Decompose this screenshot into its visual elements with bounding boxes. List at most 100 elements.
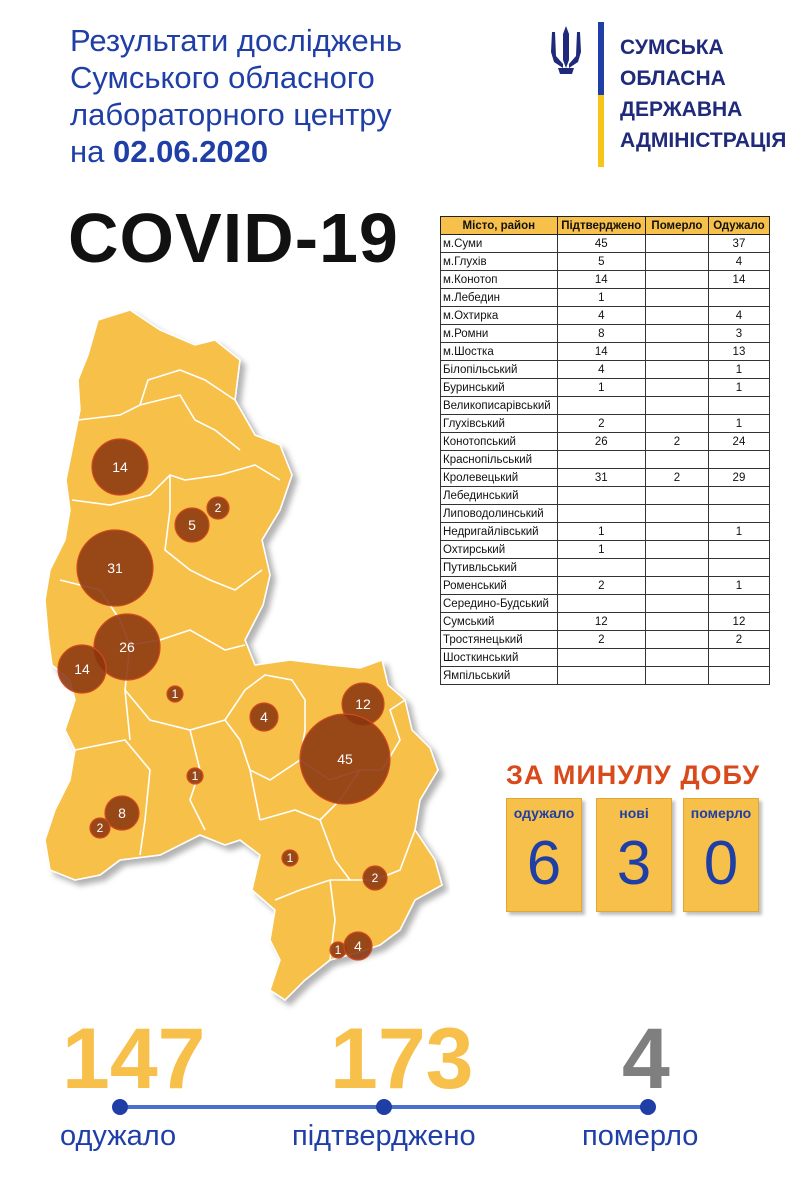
cell-died: [644, 306, 709, 325]
daily-card-died: померло 0: [683, 798, 759, 912]
cell-city: м.Охтирка: [440, 306, 558, 325]
cell-confirmed: [556, 558, 646, 577]
case-marker-label: 2: [97, 821, 104, 835]
case-marker-label: 2: [372, 871, 379, 885]
table-row: Конотопський 26 2 24: [440, 432, 771, 451]
table-row: Краснопільський: [440, 450, 771, 469]
case-marker-label: 14: [112, 459, 128, 475]
cell-died: [644, 612, 709, 631]
cell-died: [644, 450, 709, 469]
cell-recovered: 24: [707, 432, 771, 451]
org-line-2: ОБЛАСНА: [620, 67, 726, 90]
table-row: Шосткинський: [440, 648, 771, 667]
case-marker: [362, 865, 388, 891]
cell-recovered: [707, 540, 771, 559]
cell-died: [644, 522, 709, 541]
case-marker-label: 1: [192, 769, 199, 783]
cell-recovered: 13: [707, 342, 771, 361]
daily-card-recovered: одужало 6: [506, 798, 582, 912]
cell-confirmed: 8: [556, 324, 646, 343]
cell-city: Недригайлівський: [440, 522, 558, 541]
cell-died: [644, 504, 709, 523]
cell-confirmed: 1: [556, 540, 646, 559]
cell-died: 2: [644, 468, 709, 487]
timeline-dot-confirmed: [376, 1099, 392, 1115]
header-city: Місто, район: [440, 216, 558, 235]
cell-died: [644, 342, 709, 361]
cell-recovered: [707, 450, 771, 469]
table-row: Роменський 2 1: [440, 576, 771, 595]
cell-confirmed: 2: [556, 630, 646, 649]
cell-confirmed: 1: [556, 378, 646, 397]
district-table: Місто, район Підтверджено Померло Одужал…: [440, 216, 771, 685]
cell-died: [644, 414, 709, 433]
case-marker: [104, 795, 140, 831]
table-row: м.Суми 45 37: [440, 234, 771, 253]
administration-logo: СУМСЬКА ОБЛАСНА ДЕРЖАВНА АДМІНІСТРАЦІЯ: [548, 22, 788, 172]
cell-confirmed: 2: [556, 576, 646, 595]
total-confirmed-label: підтверджено: [292, 1120, 476, 1152]
cell-recovered: [707, 594, 771, 613]
cell-died: [644, 576, 709, 595]
cell-died: [644, 234, 709, 253]
disease-title: COVID-19: [68, 199, 399, 277]
cell-died: [644, 252, 709, 271]
daily-new-value: 3: [616, 829, 652, 898]
cell-recovered: [707, 666, 771, 685]
cell-city: Конотопський: [440, 432, 558, 451]
case-marker-label: 1: [287, 851, 294, 865]
cell-died: [644, 666, 709, 685]
case-marker-label: 1: [335, 943, 342, 957]
cell-recovered: 2: [707, 630, 771, 649]
table-row: Ямпільський: [440, 666, 771, 685]
cell-recovered: [707, 558, 771, 577]
case-marker-label: 4: [260, 709, 268, 725]
total-confirmed-value: 173: [330, 1011, 474, 1107]
total-died-value: 4: [622, 1011, 670, 1107]
cell-city: Буринський: [440, 378, 558, 397]
title-date-line: на 02.06.2020: [70, 133, 490, 170]
header-died: Померло: [644, 216, 709, 235]
case-marker: [76, 529, 154, 607]
case-marker-label: 45: [337, 751, 353, 767]
total-recovered-label: одужало: [60, 1120, 177, 1152]
cell-confirmed: 45: [556, 234, 646, 253]
cell-recovered: [707, 648, 771, 667]
report-date: 02.06.2020: [113, 134, 269, 169]
organization-name: СУМСЬКА ОБЛАСНА ДЕРЖАВНА АДМІНІСТРАЦІЯ: [620, 32, 786, 156]
cell-recovered: [707, 288, 771, 307]
cell-confirmed: 12: [556, 612, 646, 631]
cell-died: [644, 396, 709, 415]
flag-bar: [598, 22, 604, 167]
timeline-dot-died: [640, 1099, 656, 1115]
cell-recovered: 12: [707, 612, 771, 631]
cell-city: Шосткинський: [440, 648, 558, 667]
cell-city: Сумський: [440, 612, 558, 631]
table-row: м.Конотоп 14 14: [440, 270, 771, 289]
cell-recovered: [707, 396, 771, 415]
table-row: Буринський 1 1: [440, 378, 771, 397]
case-marker-label: 12: [355, 696, 371, 712]
cell-died: [644, 270, 709, 289]
cell-city: Великописарівський: [440, 396, 558, 415]
cell-confirmed: [556, 486, 646, 505]
table-row: Недригайлівський 1 1: [440, 522, 771, 541]
daily-new-label: нові: [619, 805, 649, 821]
cell-recovered: 1: [707, 360, 771, 379]
case-marker-label: 1: [172, 687, 179, 701]
cell-city: Глухівський: [440, 414, 558, 433]
table-row: Тростянецький 2 2: [440, 630, 771, 649]
table-row: Охтирський 1: [440, 540, 771, 559]
trident-icon: [551, 26, 581, 74]
cell-city: Роменський: [440, 576, 558, 595]
case-marker-label: 8: [118, 805, 126, 821]
case-marker: [206, 496, 230, 520]
table-row: м.Глухів 5 4: [440, 252, 771, 271]
cell-recovered: 1: [707, 522, 771, 541]
cell-confirmed: [556, 666, 646, 685]
case-marker: [186, 767, 204, 785]
table-row: Липоводолинський: [440, 504, 771, 523]
cell-died: [644, 648, 709, 667]
